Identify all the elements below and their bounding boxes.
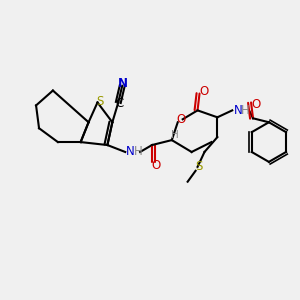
Text: N: N [126,146,135,158]
Text: H: H [241,104,250,117]
Text: O: O [151,159,160,172]
Text: H: H [134,146,142,158]
Text: C: C [115,97,123,110]
Text: S: S [195,160,202,173]
Text: N: N [234,104,243,117]
Text: S: S [96,95,103,108]
Text: O: O [200,85,209,98]
Text: H: H [171,130,178,140]
Text: N: N [118,77,128,90]
Text: O: O [251,98,261,111]
Text: O: O [176,113,185,126]
